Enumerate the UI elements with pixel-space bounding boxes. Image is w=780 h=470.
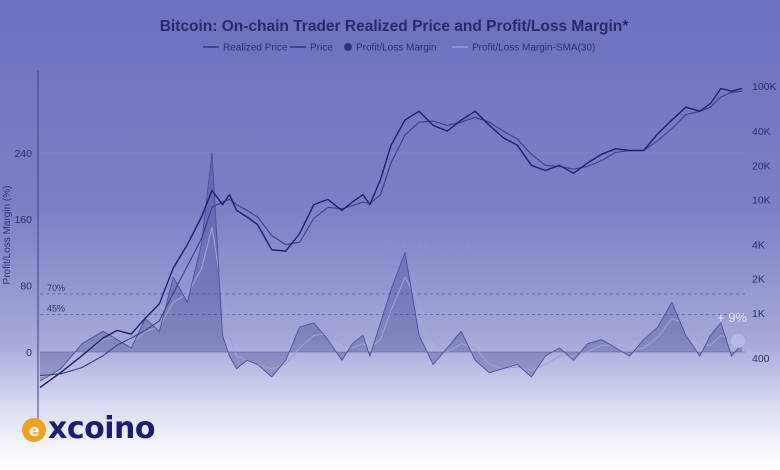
change-annotation-label: + 9%: [717, 310, 747, 325]
watermark: ptoQuant: [387, 228, 495, 258]
left-tick-80: 80: [20, 281, 32, 293]
right-tick-2K: 2K: [752, 274, 765, 286]
right-tick-400: 400: [752, 353, 770, 365]
legend-label-3: Profit/Loss Margin-SMA(30): [472, 43, 595, 54]
legend-label-1: Price: [310, 43, 333, 54]
margin-sma-line: [39, 226, 743, 378]
margin-area-layer: [40, 152, 745, 382]
legend-label-2: Profit/Loss Margin: [356, 43, 437, 54]
brand-name: xcoino: [48, 410, 156, 446]
left-tick-160: 160: [14, 214, 32, 226]
legend-marker-2: [344, 43, 352, 51]
margin-area: [40, 152, 742, 382]
price-line: [39, 87, 743, 389]
left-axis: 0 80 160 240: [14, 70, 39, 420]
reference-label-45: 45%: [47, 304, 65, 314]
right-tick-20K: 20K: [752, 160, 771, 172]
series-layer: [39, 87, 743, 389]
left-axis-label: Profit/Loss Margin (%): [2, 186, 13, 285]
left-tick-0: 0: [26, 347, 32, 359]
right-tick-1K: 1K: [752, 308, 765, 320]
right-tick-40K: 40K: [752, 126, 771, 138]
coin-icon: e: [22, 418, 46, 442]
legend-label-0: Realized Price: [223, 43, 288, 54]
change-annotation-marker: [731, 334, 745, 348]
brand-logo: e xcoino: [22, 408, 156, 448]
legend: Realized Price Price Profit/Loss Margin Pro…: [203, 43, 595, 54]
reference-label-70: 70%: [47, 283, 65, 293]
right-tick-100K: 100K: [752, 81, 777, 93]
right-axis: 400 1K 2K 4K 10K 20K 40K 100K: [752, 81, 777, 365]
left-tick-240: 240: [14, 148, 32, 160]
margin-line: [39, 152, 743, 382]
change-annotation: + 9%: [717, 310, 747, 348]
right-tick-10K: 10K: [752, 194, 771, 206]
chart-title: Bitcoin: On-chain Trader Realized Price …: [160, 18, 630, 35]
right-tick-4K: 4K: [752, 240, 765, 252]
